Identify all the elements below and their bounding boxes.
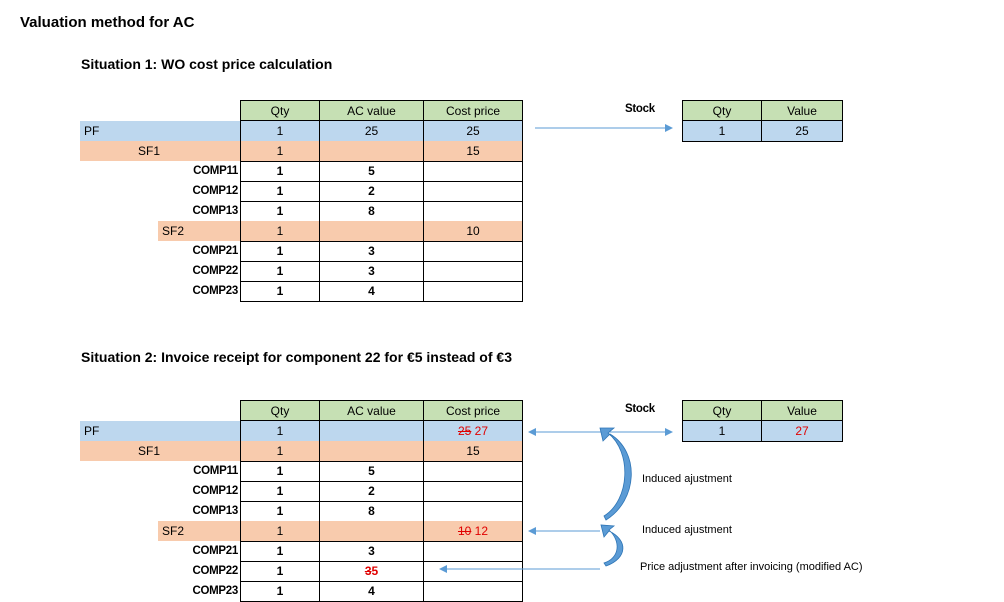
row-label-pf: PF xyxy=(84,424,100,438)
cost-cell xyxy=(424,461,523,482)
cost-cell xyxy=(424,561,523,582)
cost-cell: 15 xyxy=(424,441,523,462)
old-cost-value: 10 xyxy=(457,524,472,538)
row-label-comp23: COMP23 xyxy=(192,585,239,597)
old-ac-value: 3 xyxy=(364,564,372,578)
qty-cell: 1 xyxy=(240,241,320,262)
situation2-heading: Situation 2: Invoice receipt for compone… xyxy=(81,349,512,365)
cost-cell xyxy=(424,481,523,502)
situation1-heading: Situation 1: WO cost price calculation xyxy=(81,56,333,72)
cost-cell: 15 xyxy=(424,141,523,162)
pf-row-fill xyxy=(80,121,240,141)
curved-arrow-induced-2 xyxy=(600,524,624,567)
qty-cell: 1 xyxy=(240,461,320,482)
cost-price-header: Cost price xyxy=(424,400,523,421)
row-label-comp11: COMP11 xyxy=(193,165,238,177)
qty-cell: 1 xyxy=(240,521,320,542)
row-label-comp11: COMP11 xyxy=(193,465,238,477)
old-cost-value: 25 xyxy=(457,424,472,438)
cost-cell xyxy=(424,541,523,562)
row-label-comp22: COMP22 xyxy=(192,265,239,277)
ac-cell: 35 xyxy=(320,561,424,582)
qty-cell: 1 xyxy=(240,281,320,302)
sf2-row-fill xyxy=(158,221,240,241)
qty-cell: 1 xyxy=(240,181,320,202)
qty-cell: 1 xyxy=(240,541,320,562)
ac-cell: 4 xyxy=(320,281,424,302)
row-label-comp12: COMP12 xyxy=(192,485,239,497)
row-label-sf1: SF1 xyxy=(138,444,161,458)
stock-value-header: Value xyxy=(762,400,843,421)
cost-cell xyxy=(424,241,523,262)
stock-qty-cell: 1 xyxy=(682,121,762,142)
row-label-comp21: COMP21 xyxy=(192,245,239,257)
stock-qty-header: Qty xyxy=(682,400,762,421)
row-label-sf2: SF2 xyxy=(162,224,185,238)
stock-value-cell: 25 xyxy=(762,121,843,142)
induced-adjustment-note-1: Induced ajustment xyxy=(642,473,732,485)
row-label-sf2: SF2 xyxy=(162,524,185,538)
induced-adjustment-note-2: Induced ajustment xyxy=(642,524,732,536)
ac-cell xyxy=(320,441,424,462)
qty-header: Qty xyxy=(240,100,320,121)
ac-cell: 5 xyxy=(320,461,424,482)
price-adjustment-note: Price adjustment after invoicing (modifi… xyxy=(640,561,863,573)
pf-row-fill xyxy=(80,421,240,441)
stock-label: Stock xyxy=(625,403,655,415)
cost-cell xyxy=(424,281,523,302)
stock-value-cell: 27 xyxy=(762,421,843,442)
sf2-row-fill xyxy=(158,521,240,541)
row-label-sf1: SF1 xyxy=(138,144,161,158)
ac-cell xyxy=(320,521,424,542)
row-label-pf: PF xyxy=(84,124,100,138)
row-label-comp13: COMP13 xyxy=(192,205,239,217)
row-label-comp13: COMP13 xyxy=(192,505,239,517)
ac-cell: 5 xyxy=(320,161,424,182)
cost-cell xyxy=(424,161,523,182)
qty-cell: 1 xyxy=(240,561,320,582)
cost-price-header: Cost price xyxy=(424,100,523,121)
row-label-comp21: COMP21 xyxy=(192,545,239,557)
sf1-row-fill xyxy=(80,141,240,161)
row-label-comp22: COMP22 xyxy=(192,565,239,577)
ac-value-header: AC value xyxy=(320,400,424,421)
ac-cell xyxy=(320,141,424,162)
ac-cell: 3 xyxy=(320,541,424,562)
cost-cell xyxy=(424,261,523,282)
qty-cell: 1 xyxy=(240,161,320,182)
stock-label: Stock xyxy=(625,103,655,115)
qty-cell: 1 xyxy=(240,261,320,282)
row-label-comp23: COMP23 xyxy=(192,285,239,297)
new-cost-value: 12 xyxy=(474,524,489,538)
new-ac-value: 5 xyxy=(371,564,379,578)
stock-qty-cell: 1 xyxy=(682,421,762,442)
page-title: Valuation method for AC xyxy=(20,14,195,31)
qty-cell: 1 xyxy=(240,481,320,502)
sf1-row-fill xyxy=(80,441,240,461)
qty-cell: 1 xyxy=(240,441,320,462)
cost-cell xyxy=(424,181,523,202)
curved-arrow-induced-1 xyxy=(599,427,632,521)
qty-header: Qty xyxy=(240,400,320,421)
cost-cell: 10 12 xyxy=(424,521,523,542)
ac-cell: 3 xyxy=(320,261,424,282)
ac-cell: 2 xyxy=(320,481,424,502)
new-cost-value: 27 xyxy=(474,424,489,438)
row-label-comp12: COMP12 xyxy=(192,185,239,197)
cost-cell: 25 27 xyxy=(424,421,523,442)
stock-value-header: Value xyxy=(762,100,843,121)
ac-cell: 2 xyxy=(320,181,424,202)
ac-value-header: AC value xyxy=(320,100,424,121)
stock-qty-header: Qty xyxy=(682,100,762,121)
qty-cell: 1 xyxy=(240,141,320,162)
ac-cell xyxy=(320,221,424,242)
qty-cell: 1 xyxy=(240,221,320,242)
cost-cell: 10 xyxy=(424,221,523,242)
ac-cell: 3 xyxy=(320,241,424,262)
